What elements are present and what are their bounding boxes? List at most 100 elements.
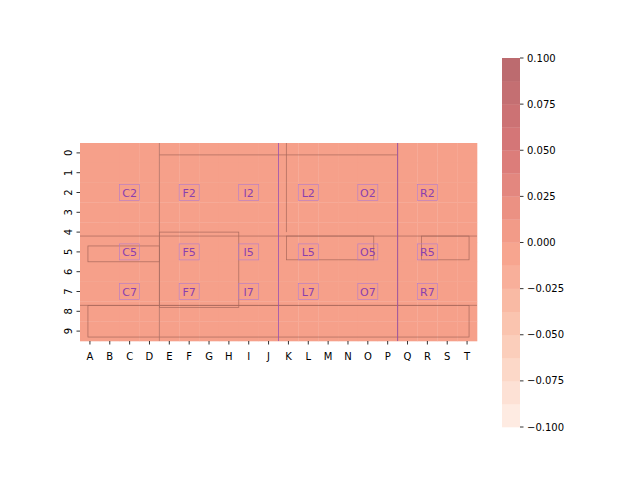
annotation: O2 <box>360 187 376 200</box>
cell <box>279 321 299 341</box>
annotation: R5 <box>420 246 435 259</box>
colorbar-band <box>502 404 520 427</box>
x-tick-label: E <box>166 351 172 362</box>
cell <box>378 282 398 302</box>
cell <box>457 282 477 302</box>
cell <box>219 301 239 321</box>
x-tick-label: N <box>344 351 351 362</box>
x-tick <box>248 341 249 345</box>
cell <box>159 183 179 203</box>
cell <box>140 202 160 222</box>
cell <box>239 282 259 302</box>
colorbar-tick-label: −0.100 <box>527 422 564 433</box>
cell <box>378 163 398 183</box>
cell <box>219 202 239 222</box>
cell <box>318 242 338 262</box>
divider <box>278 143 279 341</box>
annotation: L7 <box>302 286 315 299</box>
annotation: L5 <box>302 246 315 259</box>
x-tick-label: F <box>186 351 192 362</box>
annotation-box <box>179 284 199 300</box>
x-tick-label: L <box>305 351 311 362</box>
chart: C2F2I2L2O2R2C5F5I5L5O5R5C7F7I7L7O7R7ABCD… <box>0 0 640 480</box>
x-tick <box>209 341 210 345</box>
colorbar-band <box>502 335 520 358</box>
y-tick-label: 3 <box>63 209 74 215</box>
x-tick <box>347 341 348 345</box>
cell <box>298 222 318 242</box>
x-tick <box>129 341 130 345</box>
cell <box>120 242 140 262</box>
y-tick-label: 5 <box>63 249 74 255</box>
cell <box>279 242 299 262</box>
cell <box>80 282 100 302</box>
cell <box>417 262 437 282</box>
cell <box>120 143 140 163</box>
annotation: R7 <box>420 286 435 299</box>
colorbar-band <box>502 243 520 266</box>
x-tick <box>169 341 170 345</box>
colorbar-band <box>502 81 520 104</box>
cell <box>239 321 259 341</box>
annotation-box <box>417 284 437 300</box>
colorbar-tick <box>520 150 524 151</box>
x-tick <box>149 341 150 345</box>
cell <box>437 301 457 321</box>
cell <box>239 163 259 183</box>
cell <box>239 242 259 262</box>
cell <box>259 321 279 341</box>
colorbar-tick-label: 0.000 <box>527 237 556 248</box>
cell <box>140 301 160 321</box>
cell <box>457 183 477 203</box>
cell <box>219 242 239 262</box>
cell <box>437 183 457 203</box>
cell <box>279 202 299 222</box>
cell <box>338 262 358 282</box>
cell <box>318 202 338 222</box>
y-tick <box>77 152 81 153</box>
cell <box>179 163 199 183</box>
cell <box>159 262 179 282</box>
x-tick <box>268 341 269 345</box>
colorbar-band <box>502 150 520 173</box>
annotation-box <box>239 185 259 201</box>
cell <box>239 262 259 282</box>
cell <box>80 301 100 321</box>
cell <box>338 321 358 341</box>
cell <box>457 301 477 321</box>
cell <box>318 183 338 203</box>
x-tick-label: P <box>385 351 391 362</box>
annotation-box <box>120 284 140 300</box>
cell <box>140 163 160 183</box>
annotation-box <box>298 284 318 300</box>
cell <box>417 183 437 203</box>
cell <box>199 202 219 222</box>
cell <box>219 143 239 163</box>
cell <box>318 163 338 183</box>
cell <box>199 183 219 203</box>
floor-plan <box>80 143 477 341</box>
colorbar-tick-label: −0.025 <box>527 283 564 294</box>
cell <box>358 163 378 183</box>
cell <box>179 183 199 203</box>
cell <box>378 143 398 163</box>
y-tick-label: 7 <box>63 288 74 294</box>
cell <box>437 202 457 222</box>
room <box>88 246 159 262</box>
cell <box>120 282 140 302</box>
colorbar-tick-label: 0.050 <box>527 145 556 156</box>
cell <box>417 163 437 183</box>
colorbar-tick <box>520 288 524 289</box>
cell <box>318 262 338 282</box>
annotation: F7 <box>183 286 196 299</box>
cell <box>80 143 100 163</box>
wall <box>397 143 398 341</box>
cell <box>199 242 219 262</box>
cell <box>140 262 160 282</box>
cell <box>298 282 318 302</box>
cell <box>219 321 239 341</box>
cell <box>259 222 279 242</box>
annotation: R2 <box>420 187 435 200</box>
cell <box>298 321 318 341</box>
x-tick-label: R <box>424 351 431 362</box>
